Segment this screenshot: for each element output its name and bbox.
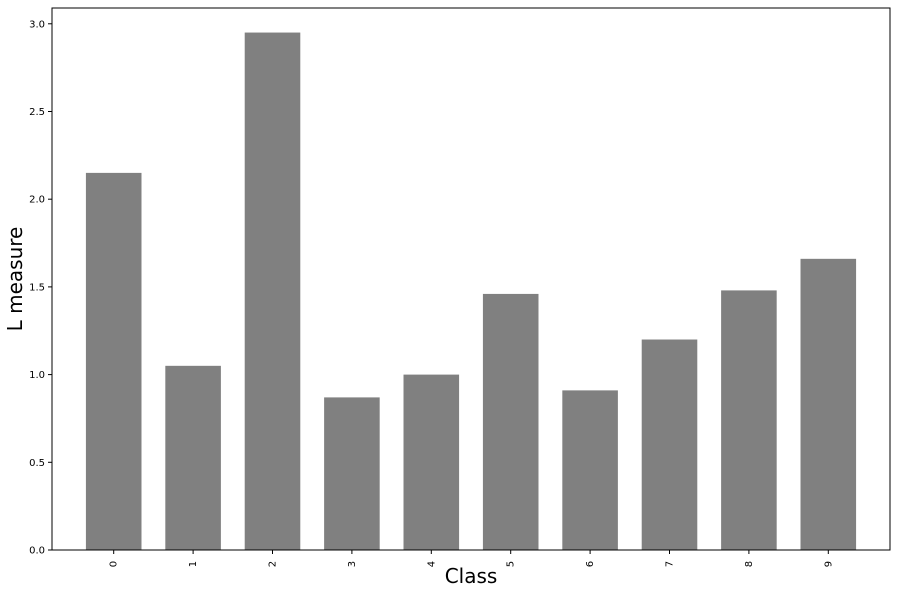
x-tick-label: 2	[268, 561, 279, 567]
bar-5	[482, 293, 539, 550]
bar-7	[641, 339, 698, 550]
y-tick-label: 3.0	[29, 19, 45, 30]
y-tick-label: 2.0	[29, 195, 45, 206]
x-axis-ticks: 0 1 2 3 4 5 6 7 8 9	[109, 550, 834, 567]
bar-9	[800, 258, 857, 550]
x-tick-label: 3	[347, 561, 358, 567]
x-axis-label: Class	[445, 564, 498, 588]
bar-4	[403, 374, 460, 550]
y-tick-label: 1.0	[29, 370, 45, 381]
x-tick-label: 1	[188, 561, 199, 567]
y-tick-label: 1.5	[29, 282, 45, 293]
bar-8	[721, 290, 777, 550]
bar-3	[324, 397, 380, 550]
y-tick-label: 0.0	[29, 546, 45, 557]
x-tick-label: 4	[426, 561, 437, 567]
x-tick-label: 5	[506, 561, 517, 567]
x-tick-label: 6	[585, 561, 596, 567]
x-tick-label: 0	[109, 561, 120, 567]
x-tick-label: 9	[823, 561, 834, 567]
y-axis-ticks: 0.0 0.5 1.0 1.5 2.0 2.5 3.0	[29, 19, 52, 557]
y-axis-label: L measure	[3, 227, 27, 332]
bar-1	[165, 365, 221, 550]
plot-frame	[51, 7, 891, 551]
bar-0	[85, 172, 142, 551]
y-tick-label: 2.5	[29, 107, 45, 118]
bar-2	[244, 32, 301, 550]
bar-6	[562, 390, 618, 550]
x-tick-label: 7	[665, 561, 676, 567]
bars-group	[85, 32, 857, 551]
x-tick-label: 8	[744, 561, 755, 567]
y-tick-label: 0.5	[29, 458, 45, 469]
